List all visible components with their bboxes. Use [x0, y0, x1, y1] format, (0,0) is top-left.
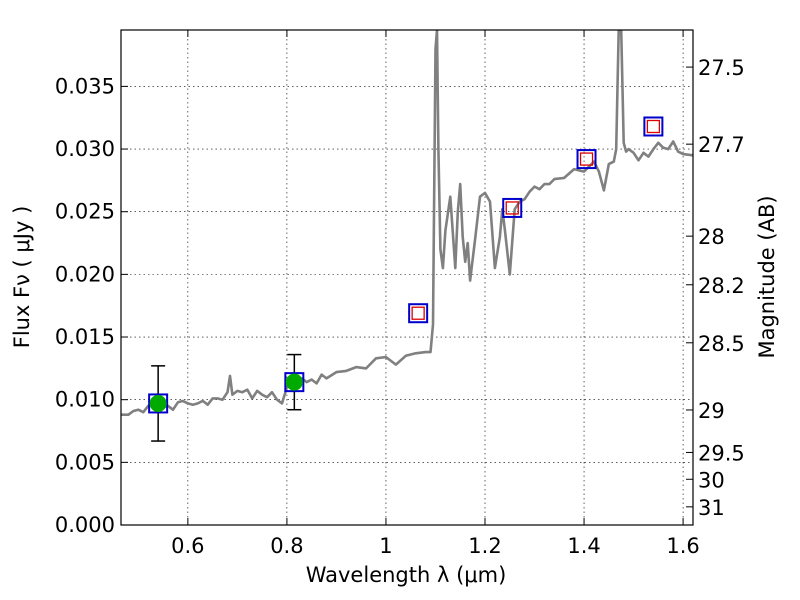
right-tick-label: 29 [698, 399, 725, 423]
upper-limit-square [579, 152, 594, 166]
right-tick-label: 28.2 [698, 274, 745, 298]
y-tick-label: 0.010 [55, 388, 115, 412]
model-square [643, 116, 664, 137]
plot-frame [120, 29, 694, 526]
y-tick-label: 0.015 [55, 325, 115, 349]
right-tick-label: 28.5 [698, 332, 745, 356]
right-tick-label: 30 [698, 468, 725, 492]
right-tick-label: 29.5 [698, 441, 745, 465]
spectrum-layer [121, 30, 693, 416]
y-tick-label: 0.035 [55, 74, 115, 98]
y-axis-label: Flux Fν ( μJy ) [10, 206, 34, 349]
x-axis-label: Wavelength λ (μm) [306, 563, 507, 587]
x-tick-label: 1 [379, 534, 392, 558]
tick-labels: 0.6 0.8 1 1.2 1.4 1.6 0.000 0.005 0.010 0.015 0.02… [55, 56, 745, 558]
observed-point [149, 394, 167, 412]
x-tick-label: 0.8 [270, 534, 303, 558]
model-square [576, 149, 597, 170]
spectrum-line [121, 30, 693, 416]
model-square [148, 393, 169, 414]
y-tick-label: 0.030 [55, 137, 115, 161]
upper-limit-square [411, 306, 425, 320]
right-tick-label: 28 [698, 225, 725, 249]
observed-point [285, 373, 303, 391]
x-tick-label: 1.4 [567, 534, 600, 558]
axis-ticks [121, 30, 693, 526]
upper-limit-square [505, 201, 519, 215]
right-tick-label: 31 [698, 496, 725, 520]
x-tick-label: 1.6 [666, 534, 699, 558]
x-tick-label: 0.6 [171, 534, 204, 558]
model-square [408, 303, 429, 324]
upper-limit-square [646, 119, 661, 134]
y-tick-label: 0.000 [55, 513, 115, 537]
y-tick-label: 0.005 [55, 450, 115, 474]
grid-lines [121, 30, 693, 526]
x-tick-label: 1.2 [468, 534, 501, 558]
right-axis-label: Magnitude (AB) [755, 195, 779, 358]
right-tick-label: 27.5 [698, 56, 745, 80]
right-tick-label: 27.7 [698, 133, 745, 157]
y-tick-label: 0.025 [55, 200, 115, 224]
model-square [502, 197, 523, 218]
photometry-layer [148, 116, 664, 442]
model-square [284, 372, 305, 393]
y-tick-label: 0.020 [55, 262, 115, 286]
